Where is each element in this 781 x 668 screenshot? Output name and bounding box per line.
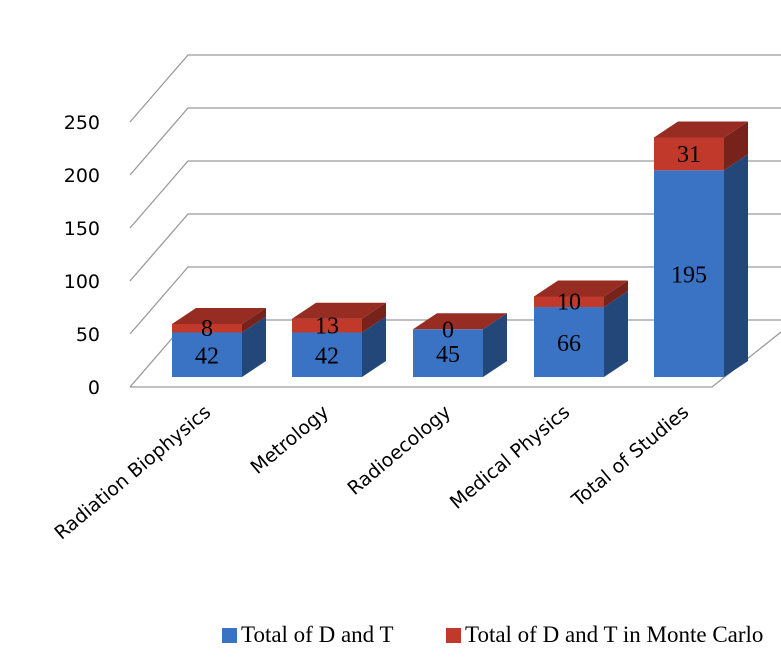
bar-segment-4-series-1	[534, 291, 628, 377]
bar-segment-1-series-2	[172, 308, 266, 333]
gridline	[129, 54, 781, 123]
y-tick-label: 200	[64, 165, 100, 187]
bar-5-top	[654, 121, 748, 138]
data-label-series-1: 42	[315, 344, 339, 370]
gridline	[129, 266, 781, 335]
bar-segment-4-series-1-side	[604, 291, 628, 377]
legend-item-series-1: Total of D and T	[222, 622, 394, 648]
gridlines	[129, 54, 781, 388]
bar-segment-5-series-2-front	[654, 137, 724, 171]
bar-segment-4-series-2	[534, 280, 628, 308]
bar-segment-2-series-2	[292, 302, 386, 333]
data-label-series-2: 8	[201, 316, 213, 342]
bar-segment-1-series-1-side	[242, 316, 266, 377]
y-axis-tick-labels: 0 50 100 150 200 250	[64, 112, 100, 399]
bar-segment-2-series-1-side	[362, 316, 386, 377]
bar-segment-4-series-2-side	[604, 280, 628, 308]
data-label-series-2: 31	[677, 142, 701, 168]
x-tick-label: Total of Studies	[567, 401, 693, 512]
bar-segment-2-series-1-front	[292, 332, 362, 377]
legend-swatch-blue	[222, 627, 237, 643]
bar-segment-4-series-2-front	[534, 296, 604, 308]
bar-segment-5-series-2	[654, 121, 748, 171]
bar-2-top	[292, 302, 386, 319]
bar-4-top	[534, 280, 628, 297]
bar-segment-3-series-1-front	[413, 329, 483, 377]
data-label-series-2: 0	[442, 317, 454, 343]
bar-segment-1-series-1-front	[172, 332, 242, 377]
bar-segment-2-series-2-side	[362, 302, 386, 333]
floor-edge	[130, 331, 781, 388]
data-label-series-2: 10	[557, 290, 581, 316]
legend: Total of D and T Total of D and T in Mon…	[0, 622, 781, 662]
y-tick-label: 150	[64, 218, 100, 240]
bar-segment-5-series-2-side	[724, 121, 748, 171]
legend-label-series-2: Total of D and T in Monte Carlo	[465, 622, 764, 647]
bar-segment-3-series-1	[413, 313, 507, 377]
data-label-series-1: 45	[436, 342, 460, 368]
bar-3-top	[413, 313, 507, 330]
x-tick-label: Metrology	[246, 401, 333, 479]
bar-segment-1-series-1	[172, 316, 266, 377]
legend-label-series-1: Total of D and T	[241, 622, 394, 647]
bar-segment-2-series-1	[292, 316, 386, 377]
y-tick-label: 100	[64, 271, 100, 293]
data-label-series-1: 66	[557, 331, 581, 357]
gridline	[129, 160, 781, 229]
gridline	[129, 107, 781, 176]
legend-swatch-red	[446, 627, 461, 643]
x-tick-label: Radioecology	[344, 401, 456, 500]
bar-segment-1-series-2-side	[242, 308, 266, 333]
x-tick-label: Medical Physics	[446, 401, 574, 514]
bar-segment-5-series-1-front	[654, 170, 724, 377]
bar-segment-3-series-1-side	[483, 313, 507, 377]
bar-segment-2-series-2-front	[292, 318, 362, 333]
bar-1-top	[172, 308, 266, 324]
y-tick-label: 50	[76, 324, 100, 346]
y-tick-label: 250	[64, 112, 100, 134]
y-tick-label: 0	[88, 377, 100, 399]
bar-segment-1-series-2-front	[172, 324, 242, 333]
x-tick-label: Radiation Biophysics	[50, 401, 215, 544]
data-label-series-1: 195	[671, 263, 707, 289]
data-label-series-1: 42	[195, 344, 219, 370]
x-axis-tick-labels: Radiation Biophysics Metrology Radioecolog…	[50, 401, 693, 544]
bar-segment-5-series-1	[654, 154, 748, 377]
bar-segment-4-series-1-front	[534, 307, 604, 377]
data-label-series-2: 13	[315, 314, 339, 340]
gridline	[129, 213, 781, 282]
bar-segment-5-series-1-side	[724, 154, 748, 377]
legend-item-series-2: Total of D and T in Monte Carlo	[446, 622, 763, 648]
